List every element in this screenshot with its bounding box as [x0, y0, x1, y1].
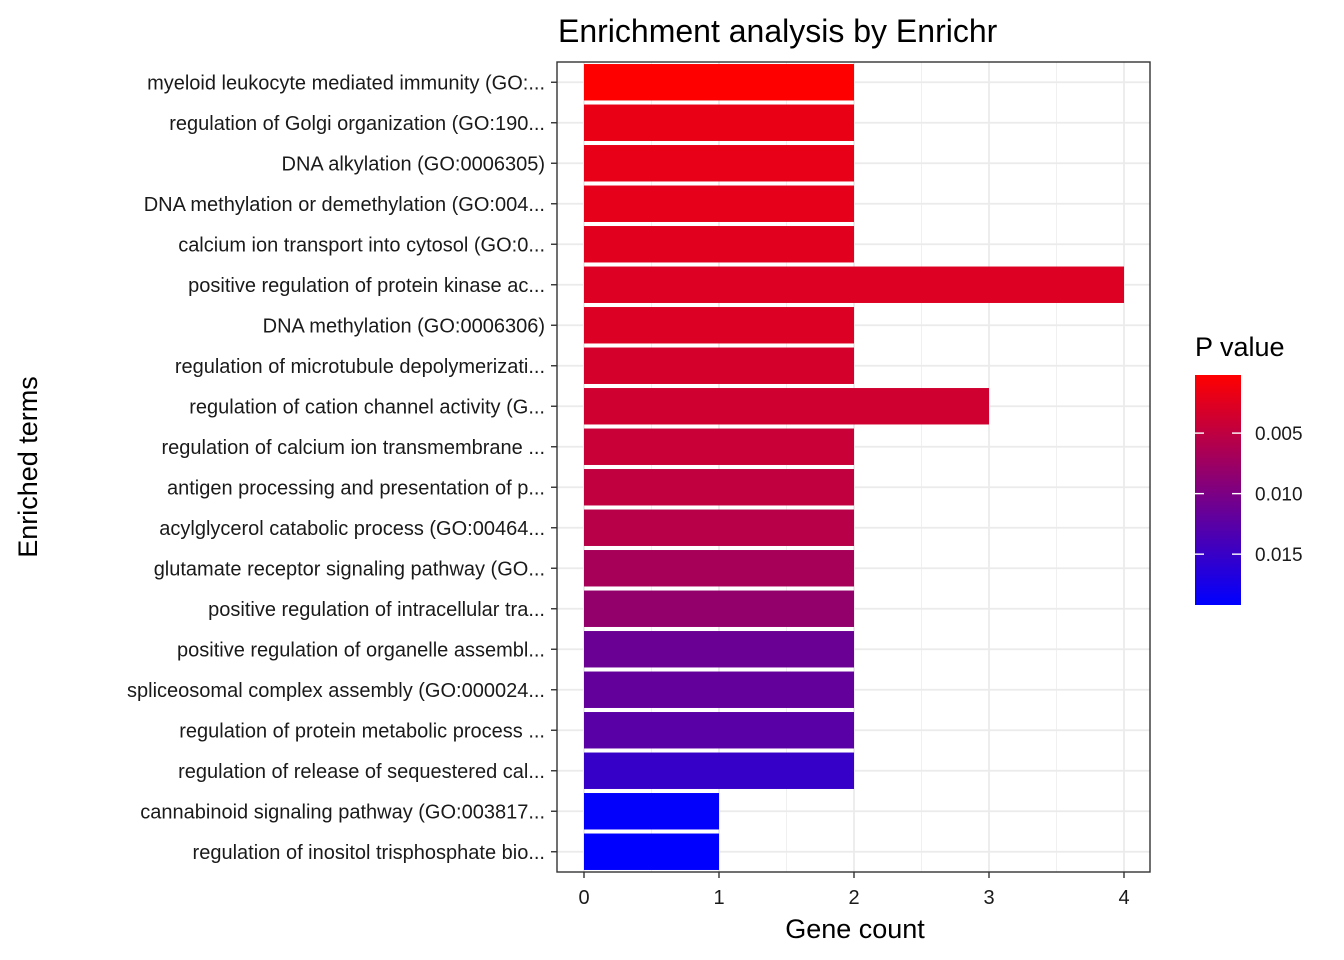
y-tick-label: regulation of Golgi organization (GO:190…	[169, 113, 545, 135]
bar	[584, 671, 854, 708]
legend-title: P value	[1195, 332, 1285, 362]
y-tick-label: regulation of protein metabolic process …	[179, 720, 545, 742]
x-tick-label: 2	[848, 887, 859, 909]
bar	[584, 388, 989, 425]
x-axis: 0 1 2 3 4	[578, 872, 1130, 909]
y-tick-label: acylglycerol catabolic process (GO:00464…	[159, 518, 545, 540]
bar	[584, 590, 854, 627]
y-tick-label: DNA methylation or demethylation (GO:004…	[144, 194, 545, 216]
y-tick-label: regulation of inositol trisphosphate bio…	[193, 842, 545, 864]
y-tick-label: positive regulation of protein kinase ac…	[188, 275, 545, 297]
bar	[584, 631, 854, 668]
bar	[584, 428, 854, 465]
bar	[584, 347, 854, 384]
y-tick-label: calcium ion transport into cytosol (GO:0…	[178, 234, 545, 256]
bar	[584, 712, 854, 749]
color-legend: P value 0.005 0.010 0.015	[1195, 332, 1303, 605]
bar	[584, 145, 854, 182]
legend-colorbar	[1195, 375, 1241, 605]
bar	[584, 833, 719, 870]
y-tick-label: positive regulation of intracellular tra…	[208, 599, 545, 621]
y-tick-label: regulation of cation channel activity (G…	[189, 396, 545, 418]
bar	[584, 509, 854, 546]
y-tick-label: regulation of microtubule depolymerizati…	[175, 356, 545, 378]
y-tick-label: antigen processing and presentation of p…	[167, 477, 545, 499]
bar	[584, 469, 854, 506]
legend-label: 0.010	[1255, 485, 1303, 506]
y-axis-title: Enriched terms	[13, 376, 43, 558]
bar	[584, 793, 719, 830]
y-tick-label: DNA methylation (GO:0006306)	[263, 315, 545, 337]
y-tick-label: regulation of release of sequestered cal…	[178, 761, 545, 783]
x-tick-label: 0	[578, 887, 589, 909]
x-axis-title: Gene count	[785, 914, 925, 944]
y-tick-label: cannabinoid signaling pathway (GO:003817…	[140, 801, 545, 823]
x-tick-label: 4	[1118, 887, 1129, 909]
bar	[584, 307, 854, 344]
x-tick-label: 3	[983, 887, 994, 909]
y-tick-label: glutamate receptor signaling pathway (GO…	[154, 558, 545, 580]
y-tick-label: positive regulation of organelle assembl…	[177, 639, 545, 661]
chart-title: Enrichment analysis by Enrichr	[558, 13, 998, 49]
bar	[584, 185, 854, 222]
bar	[584, 104, 854, 141]
bars	[584, 64, 1124, 870]
bar	[584, 752, 854, 789]
y-tick-label: DNA alkylation (GO:0006305)	[282, 153, 545, 175]
bar	[584, 550, 854, 587]
bar	[584, 266, 1124, 303]
x-tick-label: 1	[713, 887, 724, 909]
legend-label: 0.005	[1255, 424, 1303, 445]
y-tick-label: spliceosomal complex assembly (GO:000024…	[127, 680, 545, 702]
y-tick-label: regulation of calcium ion transmembrane …	[161, 437, 545, 459]
legend-label: 0.015	[1255, 545, 1303, 566]
y-tick-label: myeloid leukocyte mediated immunity (GO:…	[147, 72, 545, 94]
bar	[584, 226, 854, 263]
y-axis: myeloid leukocyte mediated immunity (GO:…	[127, 72, 557, 864]
bar	[584, 64, 854, 101]
